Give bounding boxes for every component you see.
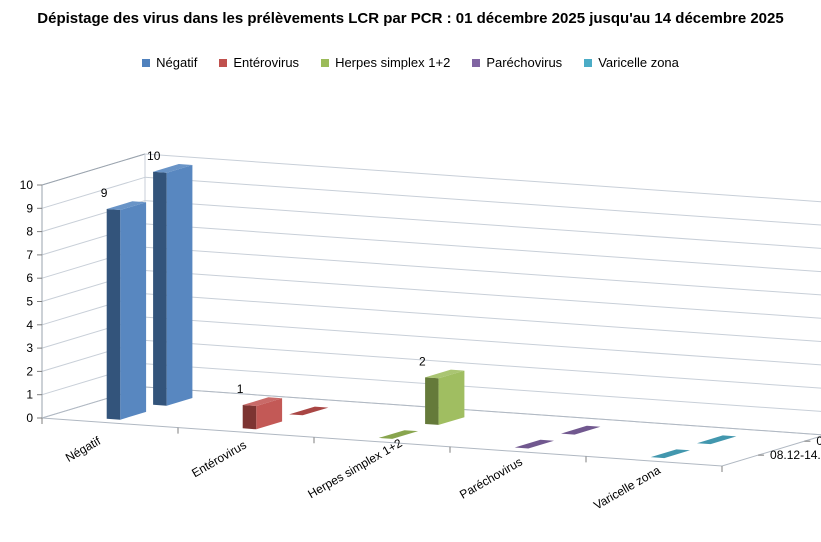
y-tick-label: 7: [26, 248, 33, 262]
legend-item-herpes: Herpes simplex 1+2: [321, 55, 450, 70]
legend-label-varicelle: Varicelle zona: [598, 55, 679, 70]
y-tick-label: 6: [26, 271, 33, 285]
data-label-negatif-08-12-14-12-25: 10: [147, 149, 161, 163]
bar-herpes-simplex-1-2-08-12-14-12-25-front: [425, 377, 439, 425]
y-tick-label: 0: [26, 411, 33, 425]
x-tick-label-herpes-simplex-1-2: Herpes simplex 1+2: [305, 436, 404, 501]
legend-item-varicelle: Varicelle zona: [584, 55, 679, 70]
bar-enterovirus-01-12-07-12-25-top: [242, 397, 283, 406]
y-tick-label: 5: [26, 295, 33, 309]
legend-swatch-varicelle: [584, 58, 593, 67]
legend: Négatif Entérovirus Herpes simplex 1+2 P…: [0, 55, 821, 70]
gridline-back: [144, 339, 821, 389]
gridline-back: [144, 363, 821, 412]
gridline-back: [144, 316, 821, 366]
y-tick-label: 9: [26, 201, 33, 215]
x-tick-label-varicelle-zona: Varicelle zona: [591, 463, 663, 513]
depth-label: 01.12-07.12.25: [816, 434, 821, 448]
legend-swatch-negatif: [142, 58, 151, 67]
x-tick-label-negatif: Négatif: [63, 433, 104, 464]
gridline-side: [41, 176, 146, 209]
x-tick-label-enterovirus: Entérovirus: [189, 438, 249, 480]
legend-item-negatif: Négatif: [142, 55, 197, 70]
bar-negatif-08-12-14-12-25-top: [153, 164, 193, 173]
data-label-herpes-simplex-1-2-08-12-14-12-25: 2: [419, 354, 426, 368]
gridline-back: [144, 176, 821, 226]
bar-enterovirus-01-12-07-12-25-side: [256, 398, 283, 430]
depth-label: 08.12-14.12.25: [770, 448, 821, 462]
bar-herpes-simplex-1-2-08-12-14-12-25-top: [425, 369, 465, 379]
bar-enterovirus-01-12-07-12-25-front: [242, 405, 257, 430]
legend-swatch-parechovirus: [472, 58, 481, 67]
legend-label-enterovirus: Entérovirus: [233, 55, 300, 70]
gridline-back: [144, 270, 821, 319]
y-tick-label: 2: [26, 364, 33, 378]
legend-label-herpes: Herpes simplex 1+2: [335, 55, 451, 70]
bar-herpes-simplex-1-2-08-12-14-12-25-side: [438, 370, 465, 425]
data-label-enterovirus-01-12-07-12-25: 1: [237, 382, 244, 396]
y-tick-label: 4: [26, 318, 33, 332]
bar-negatif-08-12-14-12-25-front: [153, 171, 167, 406]
bar-enterovirus-08-12-14-12-25-top: [289, 406, 329, 416]
y-tick-label: 1: [26, 388, 33, 402]
bar-herpes-simplex-1-2-01-12-07-12-25-top: [378, 430, 419, 439]
bar-negatif-01-12-07-12-25-side: [120, 202, 147, 420]
data-label-negatif-01-12-07-12-25: 9: [101, 186, 108, 200]
bar-varicelle-zona-08-12-14-12-25-top: [697, 435, 737, 445]
legend-swatch-enterovirus: [219, 58, 228, 67]
x-tick-label-parechovirus: Paréchovirus: [457, 455, 525, 502]
y-tick-label: 10: [20, 178, 34, 192]
chart-title: Dépistage des virus dans les prélèvement…: [37, 10, 784, 27]
bar-negatif-01-12-07-12-25-top: [106, 201, 147, 210]
legend-label-parechovirus: Paréchovirus: [486, 55, 563, 70]
legend-item-parechovirus: Paréchovirus: [472, 55, 562, 70]
legend-label-negatif: Négatif: [156, 55, 198, 70]
gridline-back: [144, 293, 821, 343]
bar-negatif-08-12-14-12-25-side: [166, 165, 193, 406]
bar-parechovirus-08-12-14-12-25-top: [561, 425, 601, 435]
y-tick-label: 3: [26, 341, 33, 355]
gridline-back: [144, 223, 821, 273]
bar-varicelle-zona-01-12-07-12-25-top: [650, 449, 690, 459]
gridline-back: [144, 153, 821, 203]
y-tick-label: 8: [26, 225, 33, 239]
gridline-back: [144, 200, 821, 249]
gridline-back: [144, 246, 821, 296]
bar-negatif-01-12-07-12-25-front: [106, 209, 121, 420]
legend-swatch-herpes: [321, 58, 330, 67]
legend-item-enterovirus: Entérovirus: [219, 55, 299, 70]
bar-parechovirus-01-12-07-12-25-top: [514, 439, 554, 449]
